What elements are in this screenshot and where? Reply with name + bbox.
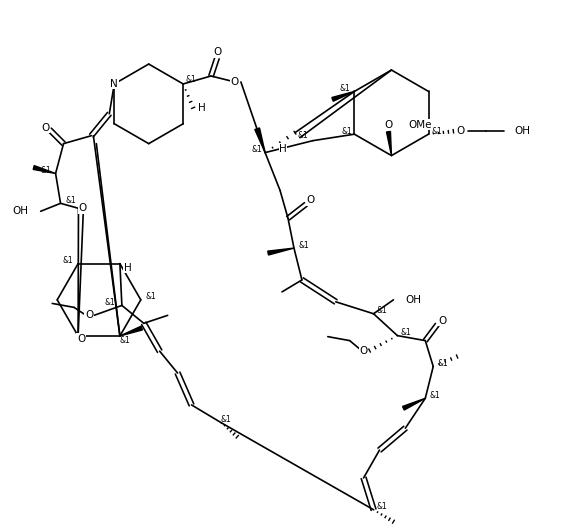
Text: O: O: [85, 310, 93, 320]
Polygon shape: [403, 398, 425, 410]
Text: O: O: [307, 195, 315, 205]
Text: &1: &1: [186, 75, 197, 84]
Text: &1: &1: [400, 328, 411, 337]
Text: &1: &1: [431, 127, 442, 136]
Text: &1: &1: [252, 145, 263, 154]
Text: O: O: [456, 126, 464, 136]
Text: O: O: [78, 203, 87, 213]
Text: H: H: [124, 263, 132, 272]
Text: N: N: [110, 79, 118, 89]
Polygon shape: [332, 91, 354, 101]
Text: &1: &1: [376, 306, 387, 315]
Text: &1: &1: [63, 256, 73, 265]
Text: &1: &1: [339, 84, 350, 93]
Polygon shape: [387, 132, 391, 156]
Text: &1: &1: [430, 391, 441, 400]
Text: &1: &1: [65, 196, 76, 205]
Text: O: O: [438, 316, 447, 326]
Polygon shape: [33, 166, 55, 174]
Text: &1: &1: [40, 166, 51, 175]
Text: OH: OH: [514, 126, 530, 136]
Text: &1: &1: [438, 359, 448, 368]
Text: &1: &1: [221, 415, 232, 424]
Text: OH: OH: [13, 206, 29, 216]
Text: O: O: [42, 123, 50, 133]
Text: O: O: [231, 77, 239, 87]
Text: O: O: [77, 334, 85, 344]
Text: O: O: [213, 47, 221, 57]
Text: &1: &1: [376, 502, 387, 511]
Polygon shape: [120, 326, 143, 336]
Text: &1: &1: [298, 241, 309, 250]
Text: &1: &1: [104, 298, 115, 307]
Text: OH: OH: [406, 295, 421, 305]
Polygon shape: [255, 128, 265, 152]
Text: &1: &1: [145, 293, 156, 301]
Text: H: H: [198, 103, 206, 113]
Text: H: H: [279, 143, 287, 153]
Text: O: O: [384, 119, 392, 130]
Text: OMe: OMe: [409, 119, 432, 130]
Polygon shape: [268, 248, 294, 255]
Text: O: O: [359, 346, 368, 356]
Text: &1: &1: [119, 337, 130, 346]
Text: &1: &1: [298, 131, 308, 140]
Text: &1: &1: [341, 127, 352, 136]
